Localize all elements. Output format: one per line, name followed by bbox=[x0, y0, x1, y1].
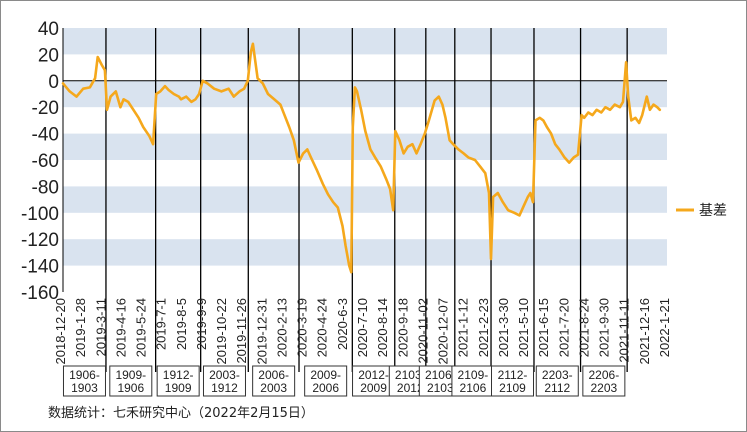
contract-label: 2009 bbox=[360, 381, 387, 395]
x-tick-label: 2021-12-16 bbox=[637, 298, 652, 365]
contract-label: 2109- bbox=[458, 368, 489, 382]
y-tick-label: -80 bbox=[32, 177, 59, 198]
x-tick-label: 2021-2-23 bbox=[476, 298, 491, 357]
series-line-basis bbox=[61, 42, 662, 274]
contract-box bbox=[304, 365, 348, 397]
x-tick-label: 2021-3-30 bbox=[496, 298, 511, 357]
x-tick-label: 2020-9-18 bbox=[395, 298, 410, 357]
x-tick-label: 2019-8-5 bbox=[174, 298, 189, 350]
contract-label: 2012- bbox=[358, 368, 389, 382]
x-tick-label: 2021-8-24 bbox=[576, 298, 591, 357]
y-tick-label: -140 bbox=[21, 257, 59, 278]
contract-box bbox=[109, 365, 153, 397]
x-tick-label: 2020-12-07 bbox=[436, 298, 451, 365]
contract-label: 1909- bbox=[115, 368, 146, 382]
x-tick-label: 2022-1-21 bbox=[657, 298, 672, 357]
contract-label: 2006 bbox=[312, 381, 339, 395]
x-tick-label: 2019-11-26 bbox=[234, 298, 249, 364]
y-tick-label: 0 bbox=[48, 72, 59, 93]
contract-label: 2112- bbox=[498, 368, 528, 382]
contract-box bbox=[535, 365, 579, 397]
x-tick-label: 2020-7-10 bbox=[355, 298, 370, 357]
x-tick-label: 2019-9-9 bbox=[194, 298, 209, 350]
x-tick-label: 2021-5-10 bbox=[516, 298, 531, 357]
contract-label: 2006- bbox=[258, 368, 289, 382]
y-tick-label: -100 bbox=[21, 204, 59, 225]
x-tick-label: 2021-6-15 bbox=[536, 298, 551, 357]
contract-label: 2003- bbox=[209, 368, 240, 382]
grid-band bbox=[63, 28, 667, 55]
x-tick-label: 2019-12-31 bbox=[254, 298, 269, 365]
x-tick-label: 2021-1-12 bbox=[456, 298, 471, 357]
x-tick-label: 2020-2-13 bbox=[274, 298, 289, 357]
x-tick-label: 2020-11-02 bbox=[415, 298, 430, 364]
contract-label: 2106- bbox=[425, 368, 456, 382]
x-tick-label: 2020-4-24 bbox=[315, 298, 330, 357]
contract-label: 1912 bbox=[211, 381, 238, 395]
contract-label: 2203- bbox=[542, 368, 573, 382]
x-tick-label: 2021-11-11 bbox=[617, 298, 632, 363]
x-tick-label: 2019-10-22 bbox=[214, 298, 229, 365]
contract-label: 1903 bbox=[71, 381, 98, 395]
x-tick-label: 2021-7-20 bbox=[556, 298, 571, 357]
x-tick-label: 2020-3-19 bbox=[295, 298, 310, 357]
x-tick-label: 2019-3-11 bbox=[93, 298, 108, 356]
grid-band bbox=[63, 186, 667, 213]
contract-label: 2206- bbox=[589, 368, 620, 382]
contract-box bbox=[202, 365, 246, 397]
source-note: 数据统计：七禾研究中心（2022年2月15日） bbox=[48, 406, 314, 421]
contract-label: 2103- bbox=[395, 368, 426, 382]
x-tick-label: 2019-1-28 bbox=[73, 298, 88, 357]
contract-box bbox=[582, 365, 626, 397]
contract-box bbox=[62, 365, 106, 397]
y-tick-label: -20 bbox=[32, 98, 59, 119]
contract-label: 1906 bbox=[117, 381, 144, 395]
contract-label: 1909 bbox=[165, 381, 192, 395]
contract-label: 1906- bbox=[69, 368, 100, 382]
contract-label: 2112 bbox=[544, 381, 570, 395]
contract-label: 2106 bbox=[460, 381, 487, 395]
contract-box bbox=[156, 365, 200, 397]
contract-label: 2003 bbox=[260, 381, 287, 395]
grid-band bbox=[63, 133, 667, 160]
grid-band bbox=[63, 80, 667, 108]
contract-label: 2109 bbox=[499, 381, 526, 395]
contract-box bbox=[491, 365, 535, 397]
x-tick-label: 2019-5-24 bbox=[134, 298, 149, 357]
y-tick-label: 40 bbox=[38, 19, 59, 40]
contract-label: 2103 bbox=[427, 381, 454, 395]
x-tick-label: 2020-8-14 bbox=[375, 298, 390, 357]
contract-box bbox=[252, 365, 296, 397]
x-tick-label: 2021-9-30 bbox=[597, 298, 612, 357]
grid-band bbox=[63, 239, 667, 266]
y-tick-label: -120 bbox=[21, 230, 59, 251]
y-tick-label: -40 bbox=[32, 125, 59, 146]
y-tick-label: 20 bbox=[38, 45, 59, 66]
contract-label: 1912- bbox=[163, 368, 194, 382]
y-tick-label: -160 bbox=[21, 283, 59, 304]
contract-label: 2009- bbox=[310, 368, 341, 382]
contract-label: 2012 bbox=[397, 381, 424, 395]
legend-label: 基差 bbox=[699, 202, 727, 219]
y-tick-label: -60 bbox=[32, 151, 59, 172]
x-tick-label: 2018-12-20 bbox=[53, 298, 68, 365]
contract-box bbox=[451, 365, 495, 397]
contract-label: 2203 bbox=[591, 381, 618, 395]
x-tick-label: 2019-7-1 bbox=[154, 298, 169, 350]
contract-box bbox=[352, 365, 396, 397]
x-tick-label: 2019-4-16 bbox=[113, 298, 128, 357]
x-tick-label: 2020-6-3 bbox=[335, 298, 350, 350]
